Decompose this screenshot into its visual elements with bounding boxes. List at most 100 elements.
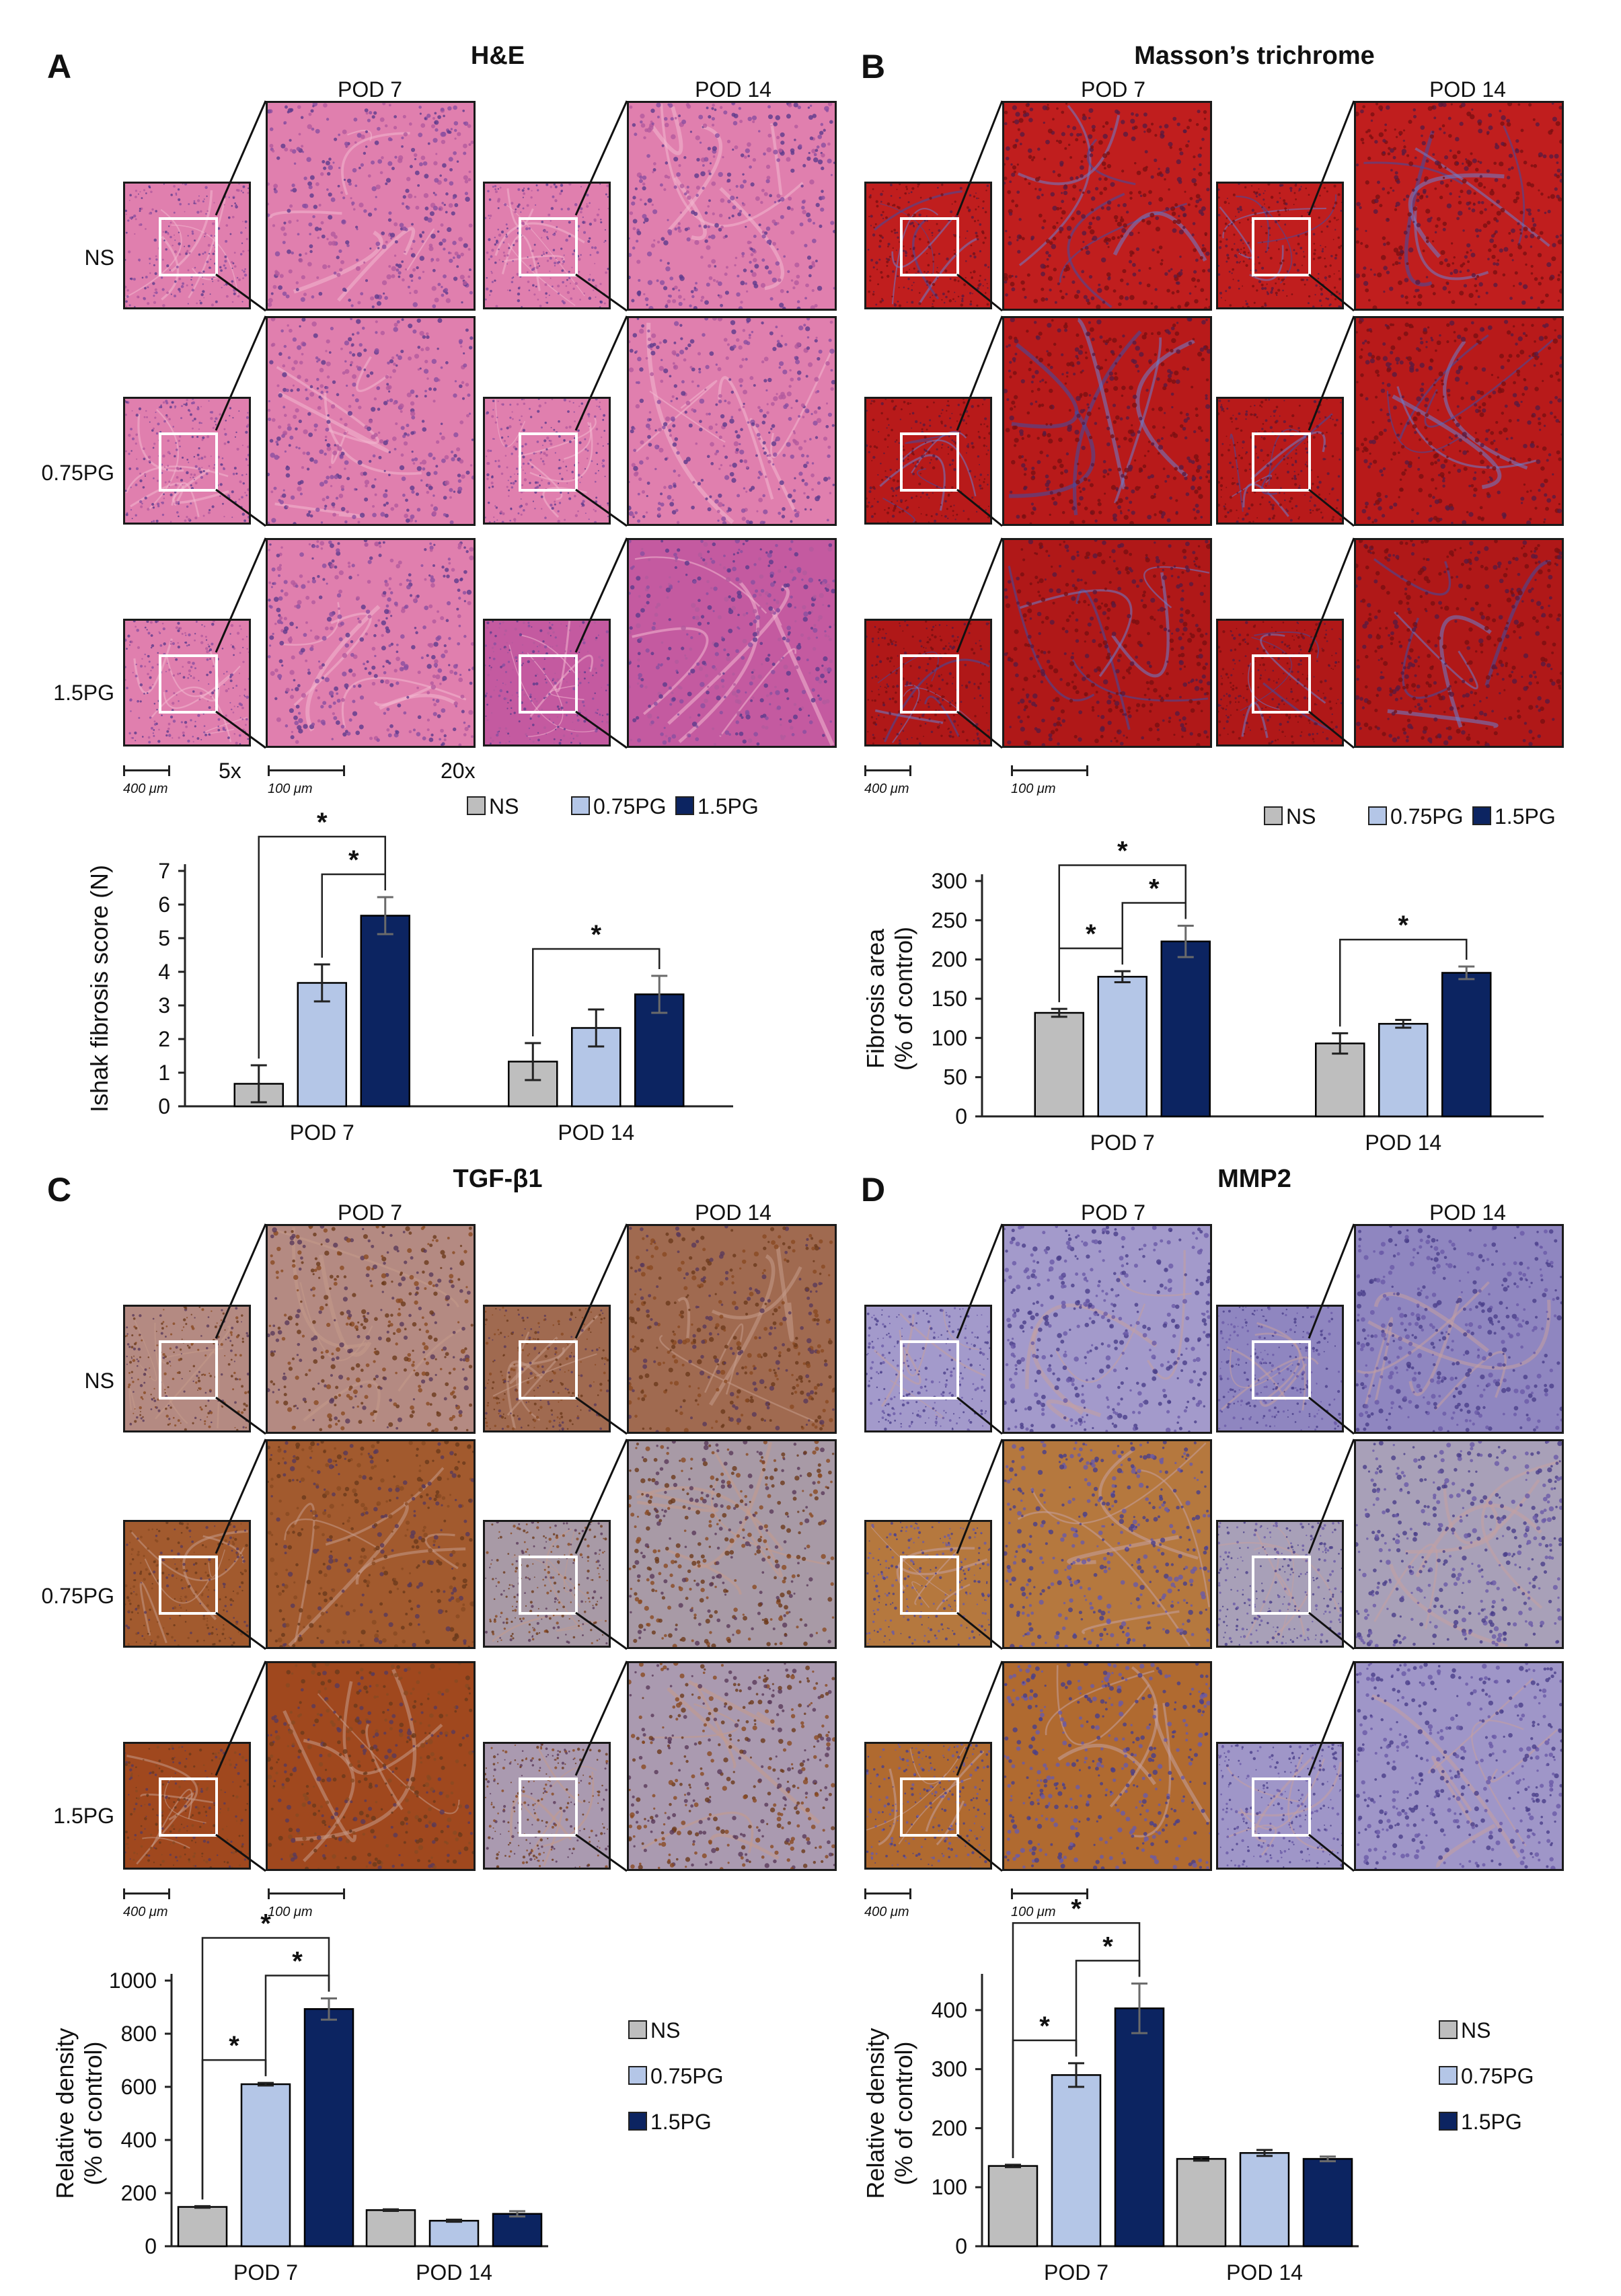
row-label-075pg: 0.75PG bbox=[41, 1584, 114, 1608]
column-label-pod14: POD 14 bbox=[695, 1200, 771, 1225]
micrograph-zoom bbox=[1002, 1439, 1212, 1649]
micrograph-thumbnail bbox=[123, 182, 251, 309]
y-tick-label: 200 bbox=[121, 2181, 157, 2205]
scale-label-100um: 100 μm bbox=[1011, 781, 1056, 796]
inset-box bbox=[519, 654, 578, 714]
legend-swatch bbox=[628, 2112, 647, 2131]
y-axis-label: Relative density bbox=[51, 2028, 79, 2198]
bar bbox=[1160, 940, 1211, 1118]
micrograph-thumbnail bbox=[864, 619, 992, 747]
bar bbox=[1114, 2007, 1165, 2248]
legend-swatch bbox=[467, 796, 486, 815]
legend-label: 1.5PG bbox=[650, 2110, 712, 2134]
micrograph-zoom bbox=[266, 316, 476, 526]
significance-star: * bbox=[229, 2031, 239, 2061]
micrograph-thumbnail bbox=[1216, 619, 1344, 747]
micrograph-zoom bbox=[1002, 316, 1212, 526]
scale-label-400um: 400 μm bbox=[123, 781, 168, 796]
micrograph-thumbnail bbox=[1216, 1520, 1344, 1648]
micrograph-thumbnail bbox=[1216, 397, 1344, 525]
x-tick-label: POD 14 bbox=[558, 1120, 634, 1145]
micrograph-zoom bbox=[627, 101, 837, 311]
inset-box bbox=[1252, 217, 1311, 276]
micrograph-thumbnail bbox=[483, 1742, 611, 1870]
legend-swatch bbox=[1439, 2112, 1458, 2131]
micrograph-thumbnail bbox=[123, 1520, 251, 1648]
significance-bracket bbox=[201, 1937, 330, 2200]
y-tick-label: 6 bbox=[158, 892, 170, 917]
scale-label-400um: 400 μm bbox=[864, 781, 909, 796]
micrograph-zoom bbox=[1002, 101, 1212, 311]
scale-bar-100um bbox=[268, 1888, 345, 1899]
legend-label: 1.5PG bbox=[1461, 2110, 1522, 2134]
bar bbox=[1378, 1023, 1429, 1118]
chart-mmp2-density: 0 100 200 300 400 Relative density (% of contr… bbox=[862, 1894, 1534, 2285]
micrograph-thumbnail bbox=[864, 1305, 992, 1432]
micrograph-zoom bbox=[1002, 1224, 1212, 1434]
micrograph-zoom bbox=[627, 1439, 837, 1649]
bar bbox=[1239, 2152, 1290, 2248]
bar bbox=[297, 982, 347, 1108]
legend-swatch bbox=[1439, 2020, 1458, 2039]
column-label-pod7: POD 7 bbox=[1080, 1200, 1146, 1225]
inset-box bbox=[159, 432, 218, 492]
legend-label: NS bbox=[489, 794, 519, 818]
significance-star: * bbox=[348, 845, 359, 875]
scale-label-400um: 400 μm bbox=[864, 1905, 909, 1919]
significance-star: * bbox=[1117, 837, 1128, 866]
chart-fibrosis-area: 0 50 100 150 200 250 300 Fibrosis area (% of con… bbox=[862, 804, 1556, 1155]
y-tick-label: 150 bbox=[932, 987, 967, 1011]
inset-box bbox=[519, 217, 578, 276]
micrograph-zoom bbox=[1002, 1661, 1212, 1871]
legend-label: NS bbox=[1461, 2018, 1491, 2042]
panel-title: TGF-β1 bbox=[453, 1165, 543, 1193]
y-axis-label: (% of control) bbox=[890, 927, 917, 1071]
inset-box bbox=[1252, 1777, 1311, 1837]
legend-swatch bbox=[1368, 806, 1387, 825]
panel-title: Masson’s trichrome bbox=[1134, 42, 1375, 70]
scale-bar-400um bbox=[864, 765, 911, 776]
micrograph-zoom bbox=[1002, 538, 1212, 748]
panel-letter: B bbox=[861, 48, 886, 85]
column-label-pod14: POD 14 bbox=[1429, 1200, 1506, 1225]
panel-letter: D bbox=[861, 1171, 886, 1209]
significance-bracket bbox=[321, 873, 386, 958]
micrograph-thumbnail bbox=[483, 619, 611, 747]
y-tick-label: 1 bbox=[158, 1061, 170, 1085]
scale-bar-400um bbox=[123, 1888, 170, 1899]
bar bbox=[303, 2008, 354, 2248]
inset-box bbox=[1252, 432, 1311, 492]
inset-box bbox=[519, 1340, 578, 1400]
y-tick-label: 0 bbox=[955, 2234, 967, 2258]
column-label-pod14: POD 14 bbox=[1429, 77, 1506, 102]
panel-letter: C bbox=[47, 1171, 72, 1209]
y-tick-label: 200 bbox=[932, 2116, 967, 2140]
row-label-ns: NS bbox=[84, 1369, 114, 1393]
y-tick-label: 2 bbox=[158, 1027, 170, 1051]
micrograph-thumbnail bbox=[123, 619, 251, 747]
inset-box bbox=[900, 1556, 959, 1615]
micrograph-thumbnail bbox=[864, 397, 992, 525]
micrograph-zoom bbox=[1354, 538, 1564, 748]
bar bbox=[428, 2219, 480, 2248]
column-label-pod7: POD 7 bbox=[337, 1200, 403, 1225]
micrograph-zoom bbox=[1354, 316, 1564, 526]
bar bbox=[177, 2206, 228, 2248]
x-tick-label: POD 14 bbox=[1365, 1131, 1441, 1155]
significance-bracket bbox=[532, 948, 661, 1036]
micrograph-thumbnail bbox=[123, 1742, 251, 1870]
inset-box bbox=[900, 654, 959, 714]
bar bbox=[1176, 2157, 1227, 2248]
micrograph-zoom bbox=[1354, 1661, 1564, 1871]
significance-star: * bbox=[1398, 911, 1408, 940]
y-axis-label: Relative density bbox=[862, 2028, 889, 2198]
y-tick-label: 7 bbox=[158, 859, 170, 883]
scale-bar-400um bbox=[123, 765, 170, 776]
significance-bracket bbox=[1339, 938, 1468, 1027]
scale-bar-400um bbox=[864, 1888, 911, 1899]
inset-box bbox=[519, 1777, 578, 1837]
significance-bracket bbox=[258, 835, 386, 1059]
micrograph-thumbnail bbox=[864, 182, 992, 309]
y-tick-label: 300 bbox=[932, 869, 967, 893]
y-tick-label: 200 bbox=[932, 948, 967, 972]
